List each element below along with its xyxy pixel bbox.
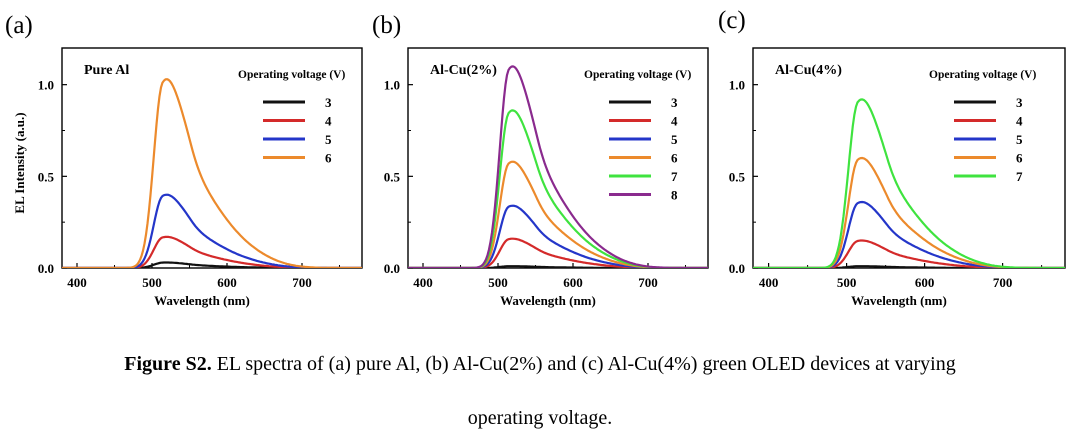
panel-letter: (c) xyxy=(718,7,746,34)
y-tick-label: 0.0 xyxy=(38,261,54,276)
legend-label-3v: 3 xyxy=(1016,95,1023,110)
legend-label-6v: 6 xyxy=(671,151,678,166)
panel-letter: (a) xyxy=(5,12,33,39)
x-tick-label: 600 xyxy=(563,275,583,290)
plot-frame xyxy=(61,47,363,269)
legend-label-4v: 4 xyxy=(325,114,332,129)
legend-label-5v: 5 xyxy=(1016,132,1023,147)
legend-label-6v: 6 xyxy=(1016,151,1023,166)
x-tick-label: 400 xyxy=(759,275,779,290)
series-line-3v xyxy=(753,265,1065,268)
y-tick-label: 1.0 xyxy=(38,78,54,93)
figure-canvas: (a) 400 500 600 700 0.0 0.5 1.0 Wavelength (nm) E… xyxy=(5,7,1066,308)
panel-title: Pure Al xyxy=(84,63,129,78)
legend-label-3v: 3 xyxy=(671,95,678,110)
series-line-8v xyxy=(408,65,708,268)
x-axis-label: Wavelength (nm) xyxy=(154,293,250,308)
x-tick-label: 500 xyxy=(488,275,508,290)
x-tick-label: 600 xyxy=(217,275,237,290)
x-axis-label: Wavelength (nm) xyxy=(851,293,947,308)
x-tick-label: 400 xyxy=(413,275,433,290)
series-line-3v xyxy=(408,265,708,268)
plot-frame xyxy=(407,47,709,269)
y-tick-label: 0.5 xyxy=(38,169,55,184)
legend-title: Operating voltage (V) xyxy=(929,69,1036,81)
chart-panel-1: (a) 400 500 600 700 0.0 0.5 1.0 Wavelength (nm) E… xyxy=(5,12,363,308)
figure-caption-label: Figure S2. xyxy=(124,353,212,375)
legend-label-7v: 7 xyxy=(1016,169,1023,184)
x-tick-label: 700 xyxy=(292,275,312,290)
legend-label-6v: 6 xyxy=(325,151,332,166)
panel-letter: (b) xyxy=(372,12,401,39)
x-axis-label: Wavelength (nm) xyxy=(500,293,596,308)
legend-title: Operating voltage (V) xyxy=(238,69,345,81)
y-tick-label: 1.0 xyxy=(384,78,400,93)
panel-title: Al-Cu(4%) xyxy=(775,63,842,78)
x-tick-label: 700 xyxy=(993,275,1013,290)
chart-panel-2: (b) 400 500 600 700 0.0 0.5 1.0 Wavelength (nm) A… xyxy=(372,12,709,308)
series-line-7v xyxy=(753,98,1065,268)
figure-caption-line-2: operating voltage. xyxy=(467,407,613,429)
x-tick-label: 700 xyxy=(638,275,658,290)
y-tick-label: 1.0 xyxy=(729,78,745,93)
x-tick-label: 400 xyxy=(67,275,87,290)
legend-label-7v: 7 xyxy=(671,169,678,184)
y-tick-label: 0.5 xyxy=(384,169,401,184)
x-tick-label: 500 xyxy=(142,275,162,290)
legend-label-5v: 5 xyxy=(671,132,678,147)
series-line-3v xyxy=(62,261,362,268)
x-tick-label: 600 xyxy=(915,275,935,290)
y-tick-label: 0.5 xyxy=(729,169,746,184)
legend-label-5v: 5 xyxy=(325,132,332,147)
panel-title: Al-Cu(2%) xyxy=(430,63,497,78)
legend-label-4v: 4 xyxy=(1016,114,1023,129)
series-line-4v xyxy=(408,237,708,268)
y-tick-label: 0.0 xyxy=(729,261,745,276)
series-line-6v xyxy=(408,160,708,268)
series-line-6v xyxy=(62,78,362,268)
legend-label-3v: 3 xyxy=(325,95,332,110)
y-tick-label: 0.0 xyxy=(384,261,400,276)
chart-panel-3: (c) 400 500 600 700 0.0 0.5 1.0 Wavelength (nm) A… xyxy=(718,7,1066,308)
figure-caption-text: EL spectra of (a) pure Al, (b) Al-Cu(2%)… xyxy=(211,353,956,375)
legend-label-4v: 4 xyxy=(671,114,678,129)
legend-label-8v: 8 xyxy=(671,188,678,203)
y-axis-label: EL Intensity (a.u.) xyxy=(12,112,27,213)
legend-title: Operating voltage (V) xyxy=(584,69,691,81)
x-tick-label: 500 xyxy=(837,275,857,290)
series-line-5v xyxy=(408,204,708,268)
figure-caption-line-1: Figure S2. EL spectra of (a) pure Al, (b… xyxy=(0,352,1080,376)
